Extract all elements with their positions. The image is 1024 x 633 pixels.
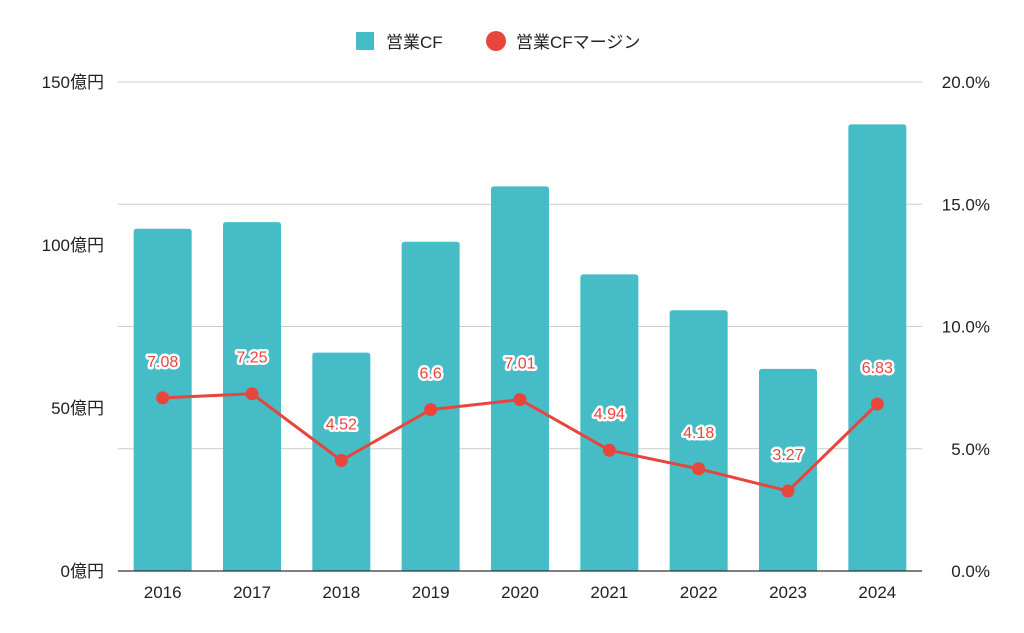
x-tick-label: 2023	[769, 583, 807, 602]
data-point	[424, 403, 438, 417]
y-right-tick-label: 5.0%	[951, 440, 990, 459]
bar	[848, 124, 907, 571]
line-series	[156, 387, 884, 498]
data-label: 7.08	[147, 354, 178, 371]
x-tick-label: 2020	[501, 583, 539, 602]
x-tick-label: 2022	[680, 583, 718, 602]
bar	[759, 368, 817, 571]
legend-swatch-line	[486, 31, 506, 51]
axes: 0億円 50億円 100億円 150億円 0.0% 5.0% 10.0% 15.0% 20.0%…	[42, 73, 990, 602]
data-label: 6.83	[862, 360, 893, 377]
data-label: 6.6	[420, 366, 442, 383]
y-right-tick-label: 15.0%	[942, 195, 990, 214]
bar	[491, 186, 549, 571]
y-left-tick-label: 100億円	[42, 236, 104, 255]
data-label: 7.25	[236, 350, 267, 367]
data-label: 4.52	[326, 416, 357, 433]
bar	[580, 274, 639, 571]
data-point	[692, 462, 706, 476]
data-point	[245, 387, 259, 401]
data-point	[156, 391, 170, 405]
x-tick-label: 2019	[412, 583, 450, 602]
y-left-tick-label: 150億円	[42, 73, 104, 92]
y-right-tick-label: 0.0%	[951, 562, 990, 581]
data-label: 7.01	[504, 356, 535, 373]
x-tick-label: 2018	[322, 583, 360, 602]
x-tick-label: 2016	[144, 583, 182, 602]
data-labels: 7.08 7.25 4.52 6.6 7.01 4.94 4.18 3.27 6.83	[145, 347, 896, 466]
data-label: 4.18	[683, 425, 714, 442]
data-point	[513, 393, 527, 407]
data-point	[602, 443, 616, 457]
data-label: 4.94	[594, 406, 625, 423]
y-right-tick-label: 20.0%	[942, 73, 990, 92]
y-right-tick-label: 10.0%	[942, 318, 990, 337]
data-point	[334, 453, 348, 467]
legend-label-line: 営業CFマージン	[516, 33, 640, 52]
data-point	[781, 484, 795, 498]
legend: 営業CF 営業CFマージン	[356, 31, 640, 52]
x-tick-label: 2024	[858, 583, 896, 602]
y-left-tick-label: 50億円	[51, 399, 104, 418]
legend-swatch-bar	[356, 32, 374, 50]
data-label: 3.27	[772, 447, 803, 464]
data-point	[870, 397, 884, 411]
y-left-tick-label: 0億円	[61, 562, 104, 581]
bar	[669, 310, 728, 571]
x-tick-label: 2021	[590, 583, 628, 602]
x-tick-label: 2017	[233, 583, 271, 602]
legend-label-bar: 営業CF	[386, 33, 443, 52]
bar-series	[133, 124, 907, 572]
